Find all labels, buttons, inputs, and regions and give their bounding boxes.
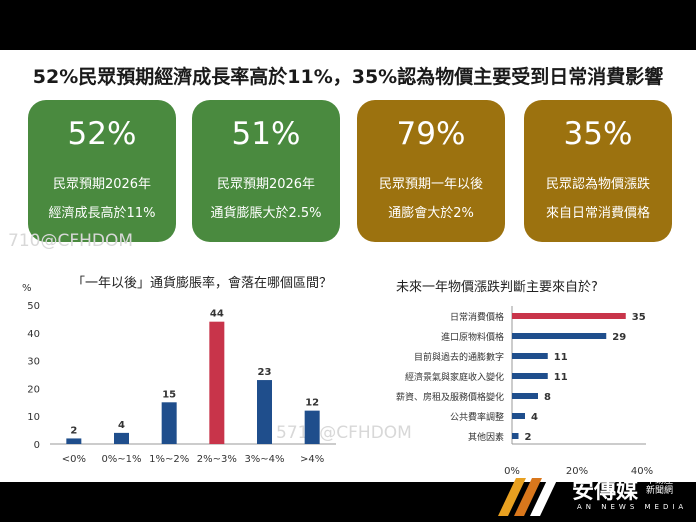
bar [304, 410, 320, 444]
headline: 52%民眾預期經濟成長率高於11%，35%認為物價主要受到日常消費影響 [32, 66, 664, 88]
bar [114, 432, 129, 444]
watermark: 5710@CFHDOM [276, 423, 412, 443]
y-tick-label: 30 [27, 357, 40, 368]
bar-data-label: 4 [531, 412, 538, 423]
logo-text: 安傳媒 [572, 479, 639, 504]
bar [512, 433, 519, 439]
bar-data-label: 2 [525, 432, 532, 443]
bar [257, 380, 272, 444]
bar-data-label: 11 [554, 352, 568, 363]
stat-value: 35% [563, 116, 633, 152]
bar [512, 353, 548, 359]
bar [512, 413, 525, 419]
bar [512, 393, 538, 399]
bar-data-label: 29 [612, 332, 626, 343]
bar [209, 321, 225, 444]
x-tick-label: 2%~3% [197, 454, 237, 465]
x-tick-label: >4% [300, 454, 324, 465]
category-label: 進口原物料價格 [441, 331, 504, 343]
x-tick-label: <0% [62, 454, 86, 465]
bar-data-label: 4 [118, 420, 125, 431]
stat-value: 79% [396, 116, 466, 152]
category-label: 目前與過去的通膨數字 [414, 351, 504, 363]
stat-label-line2: 經濟成長高於11% [48, 206, 156, 221]
x-tick-label: 40% [631, 466, 653, 477]
stat-label-line2: 通膨會大於2% [388, 206, 474, 221]
y-tick-label: 20 [27, 384, 40, 395]
logo-mark-icon [498, 478, 558, 516]
stat-label-line1: 民眾預期一年以後 [378, 177, 483, 192]
bar-data-label: 12 [305, 398, 319, 409]
y-tick-label: 50 [27, 301, 40, 312]
category-label: 薪資、房租及服務價格變化 [396, 391, 504, 403]
bar [512, 373, 548, 379]
x-tick-label: 1%~2% [149, 454, 189, 465]
category-label: 公共費率調整 [450, 411, 504, 423]
bar-data-label: 11 [554, 372, 568, 383]
bar [512, 333, 607, 339]
y-tick-label: 0 [34, 440, 40, 451]
right-chart-title: 未來一年物價漲跌判斷主要來自於? [396, 280, 598, 295]
bar-data-label: 44 [210, 309, 224, 320]
x-tick-label: 0% [504, 466, 520, 477]
bar-data-label: 35 [632, 312, 646, 323]
stat-value: 51% [231, 116, 301, 152]
bar-data-label: 2 [70, 425, 77, 436]
stat-label-line2: 通貨膨脹大於2.5% [210, 206, 322, 221]
stat-card-inflation-2026: 51% 民眾預期2026年 通貨膨脹大於2.5% [192, 100, 340, 242]
stat-label-line1: 民眾預期2026年 [52, 177, 152, 192]
bar-data-label: 15 [162, 389, 176, 400]
brand-logo: 安傳媒 不動產新聞網 AN NEWS MEDIA [494, 470, 694, 522]
category-label: 經濟景氣與家庭收入變化 [405, 371, 504, 383]
slide: 52%民眾預期經濟成長率高於11%，35%認為物價主要受到日常消費影響 52% … [0, 50, 696, 482]
stat-label-line1: 民眾認為物價漲跌 [545, 177, 650, 192]
left-chart-title: 「一年以後」通貨膨脹率，會落在哪個區間？ [72, 276, 333, 291]
bar [161, 402, 177, 444]
y-tick-label: 10 [27, 412, 40, 423]
y-tick-label: 40 [27, 329, 40, 340]
stat-card-price-source: 35% 民眾認為物價漲跌 來自日常消費價格 [524, 100, 672, 242]
bar-data-label: 8 [544, 392, 551, 403]
x-tick-label: 3%~4% [244, 454, 284, 465]
stat-card-inflation-one-year: 79% 民眾預期一年以後 通膨會大於2% [357, 100, 505, 242]
y-axis-unit-label: % [22, 283, 32, 294]
stat-label-line1: 民眾預期2026年 [216, 177, 316, 192]
stat-label-line2: 來自日常消費價格 [545, 206, 650, 221]
watermark: 710@CFHDOM [8, 231, 133, 251]
x-tick-label: 0%~1% [101, 454, 141, 465]
logo-tag: 不動產新聞網 [646, 476, 674, 496]
logo-subtitle: AN NEWS MEDIA [577, 503, 688, 511]
bar [66, 438, 82, 444]
stat-card-economic-growth: 52% 民眾預期2026年 經濟成長高於11% [28, 100, 176, 242]
stat-value: 52% [67, 116, 137, 152]
x-tick-label: 20% [566, 466, 588, 477]
category-label: 其他因素 [468, 431, 504, 443]
bar-data-label: 23 [258, 367, 272, 378]
charts-canvas: 710@CFHDOM5710@CFHDOM%010203040502<0%40%… [8, 231, 653, 477]
category-label: 日常消費價格 [450, 311, 504, 323]
bar [512, 313, 626, 319]
